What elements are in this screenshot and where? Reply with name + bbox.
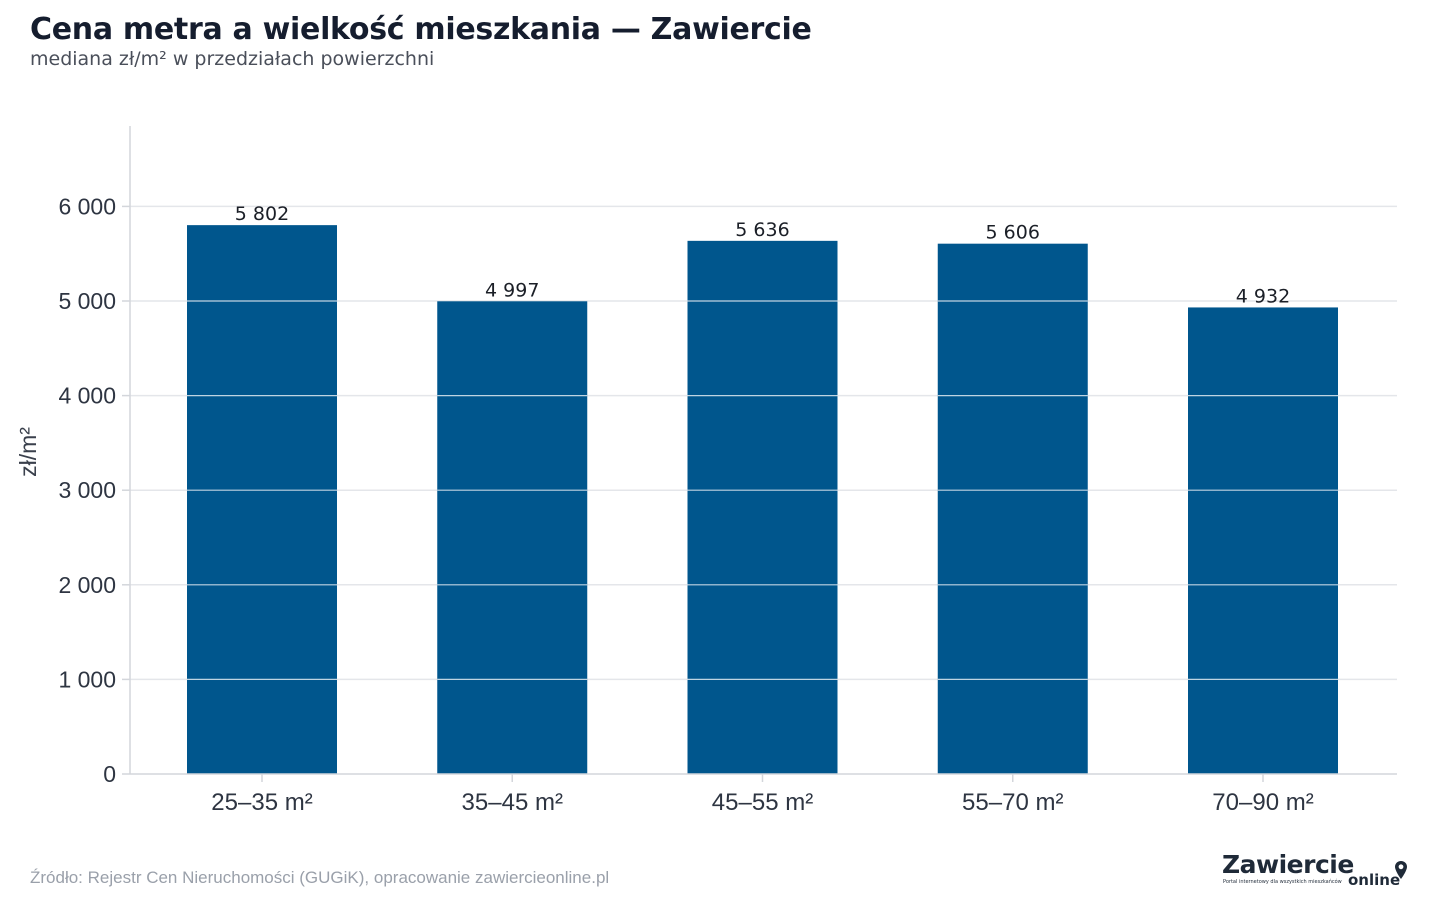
chart-title: Cena metra a wielkość mieszkania — Zawie…: [30, 12, 812, 47]
data-label: 4 932: [1236, 285, 1290, 307]
y-axis-title: zł/m²: [15, 427, 41, 477]
bar: [937, 243, 1088, 774]
data-label: 5 606: [986, 222, 1040, 244]
logo-tagline: Portal internetowy dla wszystkich mieszk…: [1223, 879, 1342, 885]
logo-suffix: online: [1348, 871, 1401, 889]
source-note: Źródło: Rejestr Cen Nieruchomości (GUGiK…: [30, 868, 610, 887]
logo: Zawiercie Portal internetowy dla wszystk…: [1222, 850, 1412, 890]
x-tick-label: 25–35 m²: [211, 789, 312, 816]
axes: 0 1 000 2 000 3 000 4 000 5 000 6 000 25–35 m² 3…: [58, 126, 1397, 816]
bar: [187, 225, 337, 774]
y-tick-label: 0: [103, 761, 116, 787]
y-tick-label: 2 000: [58, 572, 116, 598]
x-tick-label: 55–70 m²: [962, 789, 1063, 816]
y-tick-label: 3 000: [58, 477, 116, 503]
data-label: 5 802: [235, 203, 289, 225]
chart-subtitle: mediana zł/m² w przedziałach powierzchni: [30, 48, 435, 70]
data-label: 4 997: [485, 279, 539, 301]
logo-name: Zawiercie: [1222, 850, 1354, 879]
y-tick-label: 4 000: [58, 383, 116, 409]
x-tick-label: 35–45 m²: [462, 789, 563, 816]
y-tick-label: 1 000: [58, 666, 116, 692]
y-tick-label: 6 000: [58, 193, 116, 219]
bar: [1188, 307, 1338, 774]
map-pin-icon: [1395, 861, 1407, 879]
x-tick-label: 70–90 m²: [1212, 789, 1313, 816]
x-tick-label: 45–55 m²: [712, 789, 813, 816]
y-tick-label: 5 000: [58, 288, 116, 314]
bar: [687, 240, 838, 774]
labels: 5 802 4 997 5 636 5 606 4 932 zł/m²: [15, 203, 1290, 477]
bars: [187, 225, 1338, 774]
data-label: 5 636: [735, 219, 789, 241]
bar: [437, 301, 588, 774]
